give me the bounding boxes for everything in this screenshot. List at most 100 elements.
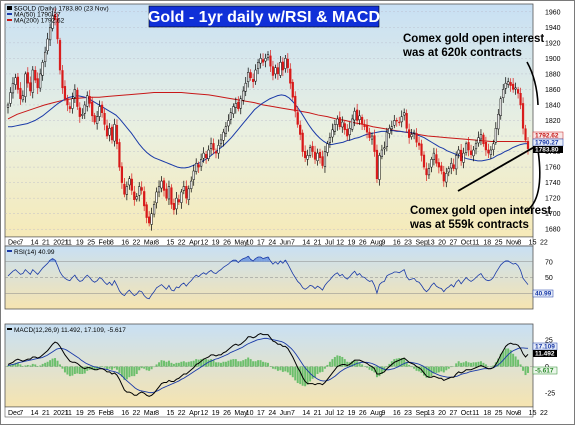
candle-body-10 (31, 69, 34, 93)
macd-bar-145 (366, 366, 369, 368)
xtick-top-17: 12 (200, 240, 208, 247)
candle-body-43 (113, 124, 116, 142)
candle-body-144 (363, 124, 366, 127)
tag-ma50: 1790.27 (535, 140, 559, 147)
macd-bar-43 (113, 366, 116, 369)
candle-body-177 (445, 173, 448, 183)
macd-bar-49 (128, 366, 131, 378)
xtick-top-43: 25 (495, 240, 503, 247)
candle-body-102 (259, 58, 262, 64)
macd-bar-158 (398, 358, 401, 367)
macd-bar-83 (212, 360, 215, 367)
macd-bar-50 (130, 366, 133, 377)
candle-body-141 (356, 109, 359, 121)
macd-bar-208 (522, 366, 525, 371)
macd-bar-31 (83, 366, 86, 374)
candle-body-172 (432, 152, 436, 160)
tag-last: 1783.80 (535, 147, 559, 154)
candle-body-167 (420, 143, 423, 156)
xtick-bottom-39: 27 (449, 410, 457, 417)
macd-bar-161 (405, 361, 408, 367)
candle-body-48 (125, 186, 128, 195)
candle-body-76 (195, 162, 198, 172)
macd-tag-macd: 11.492 (535, 351, 555, 358)
candle-body-130 (328, 137, 332, 143)
candle-body-129 (326, 143, 329, 153)
xtick-top-1: 7 (19, 240, 23, 247)
candle-body-25 (68, 106, 72, 110)
candle-body-50 (130, 178, 133, 191)
xtick-top-29: 12 (336, 240, 344, 247)
candle-body-95 (242, 90, 245, 101)
macd-legend-swatch (7, 328, 12, 330)
chart-title: Gold - 1yr daily w/RSI & MACD (148, 9, 380, 26)
candle-body-86 (219, 139, 223, 145)
rsi-overbought-18 (51, 258, 54, 262)
rsi-overbought-104 (264, 257, 267, 262)
candle-body-193 (484, 142, 488, 151)
uptrend-line (457, 141, 544, 192)
macd-bar-0 (7, 365, 9, 367)
candle-body-198 (497, 114, 500, 130)
xtick-top-23: 24 (268, 240, 276, 247)
macd-bar-65 (167, 360, 170, 367)
candle-body-182 (457, 149, 460, 155)
xtick-top-0: Dec (8, 240, 21, 247)
xtick-bottom-33: 9 (382, 410, 386, 417)
macd-bar-23 (63, 366, 66, 373)
candle-body-188 (472, 149, 475, 157)
candle-body-208 (521, 103, 525, 129)
macd-bar-128 (323, 366, 326, 369)
macd-bar-92 (234, 359, 237, 367)
macd-bar-66 (170, 362, 173, 367)
macd-bar-168 (423, 366, 425, 376)
candle-body-72 (185, 186, 188, 199)
candle-body-31 (83, 104, 86, 114)
candle-body-131 (331, 129, 334, 138)
candle-body-55 (143, 191, 146, 207)
macd-bar-71 (182, 361, 185, 367)
xtick-top-10: 16 (121, 240, 129, 247)
macd-bar-84 (215, 362, 217, 367)
xtick-bottom-0: Dec (8, 410, 21, 417)
candle-body-17 (48, 27, 52, 41)
candle-body-15 (44, 51, 47, 62)
candle-body-39 (103, 112, 106, 125)
candle-body-66 (170, 187, 173, 205)
candle-body-54 (140, 187, 143, 191)
candle-body-98 (249, 72, 252, 79)
macd-bar-4 (16, 362, 19, 367)
macd-bar-178 (447, 366, 450, 369)
rsi-legend: RSI(14) 40.99 (14, 249, 55, 256)
xtick-top-14: 15 (166, 240, 174, 247)
macd-bar-110 (279, 366, 282, 371)
candle-body-23 (63, 86, 67, 100)
macd-bar-122 (309, 366, 312, 382)
macd-bar-137 (346, 361, 349, 367)
rsi-overbought-92 (234, 260, 238, 262)
macd-bar-176 (442, 366, 445, 373)
candle-body-197 (494, 128, 497, 143)
macd-bar-170 (427, 366, 430, 378)
candle-body-88 (224, 126, 228, 134)
xtick-top-47: 22 (540, 240, 548, 247)
macd-bar-25 (68, 366, 71, 377)
candle-body-42 (110, 126, 114, 141)
macd-bar-115 (291, 366, 294, 378)
candle-body-19 (53, 14, 57, 20)
candle-body-205 (514, 87, 517, 90)
candle-body-140 (353, 110, 356, 121)
candle-body-128 (323, 151, 327, 167)
candle-body-203 (509, 82, 512, 86)
candle-body-37 (98, 106, 101, 117)
candle-body-179 (450, 162, 453, 169)
xtick-top-8: Feb (99, 240, 111, 247)
candle-body-152 (383, 147, 386, 150)
macd-bar-139 (351, 361, 354, 367)
candle-body-159 (400, 116, 403, 123)
macd-bar-116 (294, 366, 297, 381)
macd-bar-59 (153, 366, 156, 368)
macd-signal-path (7, 337, 529, 394)
xtick-top-31: 26 (359, 240, 367, 247)
